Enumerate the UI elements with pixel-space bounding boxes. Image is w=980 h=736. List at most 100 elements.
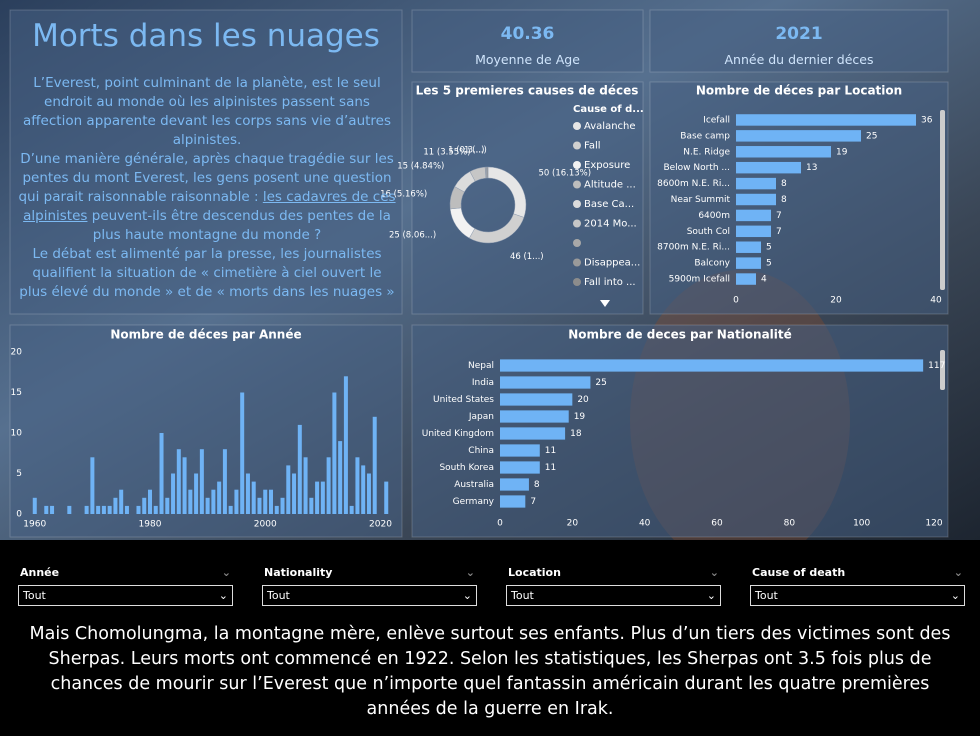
bar (182, 457, 187, 514)
y-tick-label: South Col (687, 227, 730, 237)
dropdown[interactable]: Tout ⌄ (18, 585, 233, 606)
bar (349, 505, 354, 514)
y-tick-label: N.E. Ridge (683, 147, 730, 157)
x-tick-label: 2000 (254, 520, 277, 530)
dropdown-value: Tout (23, 589, 46, 602)
x-tick-label: 2020 (369, 520, 392, 530)
chart-title: Nombre de déces par Année (110, 328, 301, 342)
y-tick-label: Base camp (680, 131, 730, 141)
bar (315, 481, 320, 514)
bar (736, 130, 861, 142)
slicer-header: Année ⌄ (18, 566, 233, 579)
y-tick-label: Near Summit (671, 195, 731, 205)
paragraph: Le débat est alimenté par la presse, les… (19, 246, 395, 300)
bar (303, 457, 308, 514)
panel (411, 9, 644, 73)
legend-marker (573, 122, 581, 130)
bar (326, 457, 331, 514)
chevron[interactable]: ⌄ (709, 566, 719, 579)
kpi-label: Année du dernier déces (724, 52, 874, 67)
bar (500, 461, 540, 474)
y-tick-label: Australia (454, 480, 494, 490)
bar (176, 449, 181, 514)
bar (736, 225, 771, 238)
intro-text: L’Everest, point culminant de la planète… (18, 74, 396, 302)
bar (338, 441, 343, 514)
dropdown[interactable]: Tout ⌄ (262, 585, 477, 606)
kpi-value: 2021 (775, 24, 823, 44)
chevron: ⌄ (218, 589, 228, 602)
slicer: Location ⌄ Tout ⌄ (506, 566, 721, 606)
data-label: 1 (0.3...) (448, 146, 484, 156)
slicer: Nationality ⌄ Tout ⌄ (262, 566, 477, 606)
data-label: 117 (928, 361, 945, 371)
y-tick-label: Germany (453, 497, 495, 507)
bar (320, 481, 325, 514)
legend-marker (573, 278, 581, 286)
paragraph: L’Everest, point culminant de la planète… (22, 75, 392, 148)
bar (500, 376, 591, 389)
bar (361, 465, 366, 514)
bar (736, 161, 801, 174)
legend-label: Base Ca... (584, 199, 634, 210)
bar (67, 505, 72, 514)
footer-text: Mais Chomolungma, la montagne mère, enlè… (29, 624, 951, 719)
bar (142, 497, 147, 514)
bar (286, 465, 291, 514)
data-label: 13 (806, 163, 817, 173)
y-tick-label: 5 (16, 469, 22, 479)
dropdown-value: Tout (511, 589, 534, 602)
slicer-label: Cause of death (752, 566, 846, 579)
panel (9, 9, 403, 315)
bar (222, 449, 227, 514)
scrollbar[interactable] (940, 110, 945, 290)
bar (188, 489, 193, 514)
legend-more-arrow[interactable] (600, 300, 610, 307)
chevron[interactable]: ⌄ (221, 566, 231, 579)
bar (355, 457, 360, 514)
bar (736, 209, 771, 222)
y-tick-label: 0 (16, 510, 22, 520)
x-tick-label: 60 (711, 519, 723, 529)
scrollbar[interactable] (940, 350, 945, 390)
dropdown[interactable]: Tout ⌄ (506, 585, 721, 606)
paragraph: D’une manière générale, après chaque tra… (18, 150, 396, 245)
dropdown[interactable]: Tout ⌄ (750, 585, 965, 606)
paragraph-text: D’une manière générale, après chaque tra… (18, 151, 394, 205)
title: Morts dans les nuages (32, 18, 380, 54)
bar (372, 416, 377, 514)
x-tick-label: 20 (830, 296, 842, 306)
bar (194, 473, 199, 514)
legend-marker (573, 258, 581, 267)
bar (90, 457, 95, 514)
legend-label: Disappea... (584, 258, 640, 269)
slicer-header: Nationality ⌄ (262, 566, 477, 579)
link[interactable]: les cadavres de ces alpinistes (23, 189, 396, 224)
x-tick-label: 1980 (139, 520, 162, 530)
chevron[interactable]: ⌄ (953, 566, 963, 579)
bar (251, 481, 256, 514)
bar (292, 473, 297, 514)
data-label: 15 (4.84%) (397, 161, 444, 171)
bar (384, 481, 389, 514)
y-tick-label: Japan (468, 412, 494, 422)
bar (366, 473, 371, 514)
data-label: 20 (577, 395, 589, 405)
dropdown-value: Tout (267, 589, 290, 602)
x-tick-label: 1960 (23, 520, 46, 530)
bar (736, 241, 761, 253)
y-tick-label: 20 (11, 348, 23, 358)
y-tick-label: 6400m (698, 211, 730, 221)
data-label: 4 (761, 275, 767, 285)
bar (500, 393, 573, 406)
chevron[interactable]: ⌄ (465, 566, 475, 579)
bar (274, 505, 279, 514)
legend-label: Altitude ... (584, 180, 636, 191)
y-tick-label: United States (433, 395, 494, 405)
bar (124, 505, 129, 514)
bar (736, 114, 916, 126)
y-tick-label: 15 (11, 388, 22, 398)
y-tick-label: United Kingdom (422, 429, 494, 439)
kpi-card: 40.36 Moyenne de Age (412, 24, 643, 67)
